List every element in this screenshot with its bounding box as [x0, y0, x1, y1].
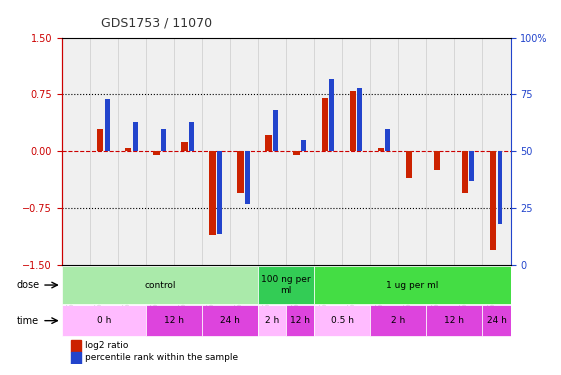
Bar — [370, 305, 426, 336]
Bar — [490, 152, 496, 250]
Bar — [258, 305, 286, 336]
Text: 0 h: 0 h — [96, 316, 111, 325]
Text: GDS1753 / 11070: GDS1753 / 11070 — [101, 17, 212, 30]
Bar — [153, 152, 159, 155]
Text: 2 h: 2 h — [265, 316, 279, 325]
Bar — [273, 111, 278, 152]
Bar — [202, 305, 258, 336]
Bar — [434, 152, 440, 171]
Bar — [237, 152, 243, 193]
Bar — [62, 305, 146, 336]
Bar — [293, 152, 300, 155]
Text: 2 h: 2 h — [391, 316, 406, 325]
Text: 100 ng per
ml: 100 ng per ml — [261, 275, 311, 295]
Text: 0.5 h: 0.5 h — [331, 316, 353, 325]
Bar — [378, 148, 384, 152]
Bar — [385, 129, 390, 152]
Text: 1 ug per ml: 1 ug per ml — [386, 280, 439, 290]
Bar — [329, 78, 334, 152]
Bar — [71, 352, 81, 364]
Text: log2 ratio: log2 ratio — [85, 341, 128, 350]
Bar — [189, 122, 194, 152]
Text: 12 h: 12 h — [290, 316, 310, 325]
Bar — [161, 129, 166, 152]
Bar — [133, 122, 138, 152]
Text: 24 h: 24 h — [486, 316, 507, 325]
Bar — [286, 305, 314, 336]
Bar — [462, 152, 468, 193]
Bar — [482, 305, 511, 336]
Bar — [209, 152, 215, 235]
Bar — [217, 152, 222, 234]
Bar — [406, 152, 412, 178]
Bar — [105, 99, 110, 152]
Text: 24 h: 24 h — [220, 316, 240, 325]
Text: control: control — [144, 280, 176, 290]
Bar — [314, 266, 511, 304]
Bar — [71, 340, 81, 352]
Bar — [258, 266, 314, 304]
Bar — [350, 91, 356, 152]
Bar — [357, 88, 362, 152]
Bar — [181, 142, 187, 152]
Text: time: time — [17, 316, 39, 326]
Bar — [97, 129, 103, 152]
Bar — [314, 305, 370, 336]
Bar — [265, 135, 272, 152]
Bar — [498, 152, 503, 224]
Text: dose: dose — [17, 280, 40, 290]
Bar — [321, 98, 328, 152]
Bar — [125, 148, 131, 152]
Text: percentile rank within the sample: percentile rank within the sample — [85, 353, 238, 362]
Bar — [426, 305, 482, 336]
Bar — [62, 266, 258, 304]
Bar — [470, 152, 475, 181]
Bar — [146, 305, 202, 336]
Text: 12 h: 12 h — [164, 316, 184, 325]
Bar — [245, 152, 250, 204]
Text: 12 h: 12 h — [444, 316, 465, 325]
Bar — [301, 140, 306, 152]
